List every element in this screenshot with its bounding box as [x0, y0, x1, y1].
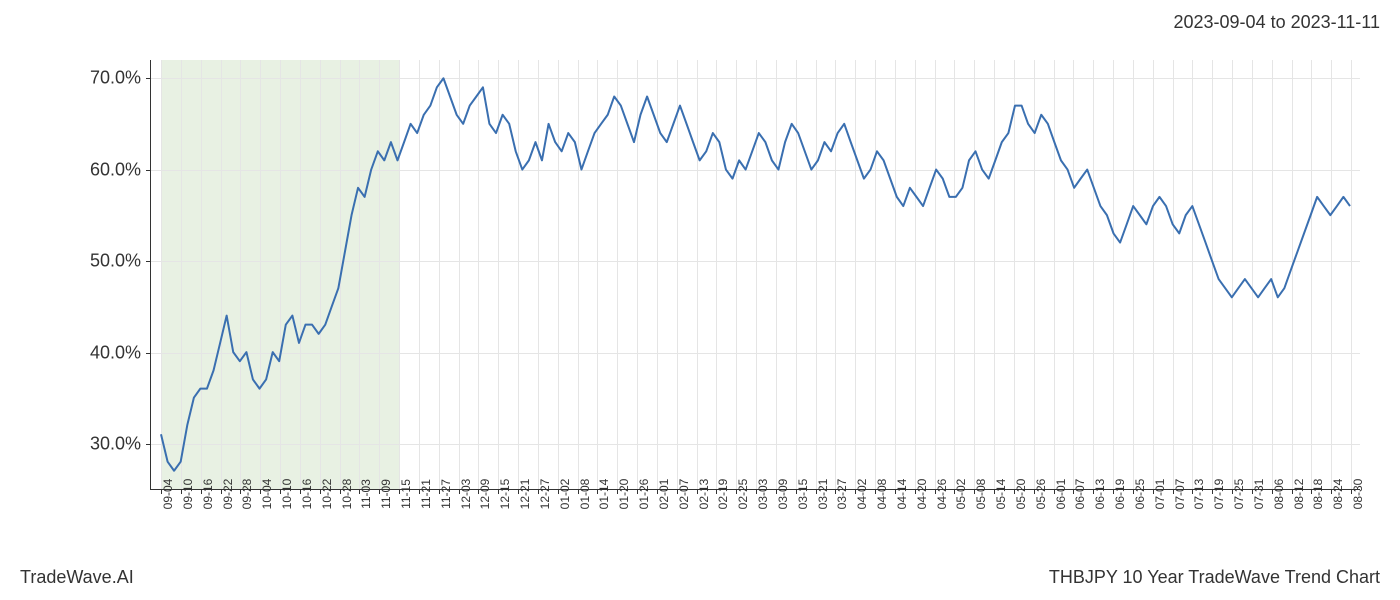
xtick-label: 02-25 — [736, 479, 750, 510]
xtick-label: 09-16 — [201, 479, 215, 510]
xtick-label: 05-08 — [974, 479, 988, 510]
ytick-mark — [146, 261, 151, 262]
xtick-label: 11-21 — [419, 479, 433, 509]
xtick-label: 07-13 — [1192, 479, 1206, 510]
ytick-mark — [146, 353, 151, 354]
ytick-mark — [146, 170, 151, 171]
xtick-label: 04-26 — [935, 479, 949, 510]
xtick-label: 01-02 — [558, 479, 572, 510]
xtick-label: 03-15 — [796, 479, 810, 510]
xtick-label: 11-09 — [379, 479, 393, 509]
xtick-label: 08-30 — [1351, 479, 1365, 510]
xtick-label: 01-26 — [637, 479, 651, 510]
xtick-label: 12-15 — [498, 479, 512, 510]
xtick-label: 04-08 — [875, 479, 889, 510]
xtick-label: 02-01 — [657, 479, 671, 510]
xtick-label: 02-07 — [677, 479, 691, 510]
line-series — [151, 60, 1360, 489]
xtick-label: 03-21 — [816, 479, 830, 510]
xtick-label: 07-07 — [1173, 479, 1187, 510]
xtick-label: 04-14 — [895, 479, 909, 510]
trend-line — [161, 78, 1350, 470]
xtick-label: 04-02 — [855, 479, 869, 510]
xtick-label: 07-31 — [1252, 479, 1266, 510]
date-range: 2023-09-04 to 2023-11-11 — [1174, 12, 1381, 33]
xtick-label: 01-14 — [597, 479, 611, 510]
xtick-label: 05-14 — [994, 479, 1008, 510]
xtick-label: 08-18 — [1311, 479, 1325, 510]
xtick-label: 06-01 — [1054, 479, 1068, 510]
xtick-label: 10-16 — [300, 479, 314, 510]
footer-title: THBJPY 10 Year TradeWave Trend Chart — [1049, 567, 1380, 588]
xtick-label: 11-27 — [439, 479, 453, 509]
xtick-label: 12-27 — [538, 479, 552, 510]
xtick-label: 12-03 — [459, 479, 473, 510]
footer-brand: TradeWave.AI — [20, 567, 134, 588]
ytick-label: 30.0% — [90, 434, 141, 455]
xtick-label: 07-19 — [1212, 479, 1226, 510]
ytick-label: 70.0% — [90, 68, 141, 89]
xtick-label: 10-28 — [340, 479, 354, 510]
xtick-label: 05-26 — [1034, 479, 1048, 510]
xtick-label: 12-09 — [478, 479, 492, 510]
xtick-label: 02-13 — [697, 479, 711, 510]
xtick-label: 06-19 — [1113, 479, 1127, 510]
xtick-label: 10-22 — [320, 479, 334, 510]
xtick-label: 03-03 — [756, 479, 770, 510]
xtick-label: 03-27 — [835, 479, 849, 510]
ytick-mark — [146, 444, 151, 445]
xtick-label: 03-09 — [776, 479, 790, 510]
xtick-label: 12-21 — [518, 479, 532, 510]
xtick-label: 09-28 — [240, 479, 254, 510]
xtick-label: 09-04 — [161, 479, 175, 510]
plot-area: 30.0%40.0%50.0%60.0%70.0% 09-0409-1009-1… — [150, 60, 1360, 490]
trend-chart: 30.0%40.0%50.0%60.0%70.0% 09-0409-1009-1… — [150, 60, 1360, 490]
xtick-label: 09-22 — [221, 479, 235, 510]
ytick-label: 50.0% — [90, 251, 141, 272]
xtick-label: 05-20 — [1014, 479, 1028, 510]
xtick-label: 04-20 — [915, 479, 929, 510]
xtick-label: 11-15 — [399, 479, 413, 509]
ytick-label: 60.0% — [90, 159, 141, 180]
xtick-label: 07-25 — [1232, 479, 1246, 510]
ytick-mark — [146, 78, 151, 79]
xtick-label: 06-25 — [1133, 479, 1147, 510]
ytick-label: 40.0% — [90, 342, 141, 363]
xtick-label: 01-08 — [578, 479, 592, 510]
xtick-label: 08-24 — [1331, 479, 1345, 510]
xtick-label: 07-01 — [1153, 479, 1167, 510]
xtick-label: 08-06 — [1272, 479, 1286, 510]
xtick-label: 10-04 — [260, 479, 274, 510]
xtick-label: 05-02 — [954, 479, 968, 510]
xtick-label: 02-19 — [716, 479, 730, 510]
xtick-label: 10-10 — [280, 479, 294, 510]
xtick-label: 08-12 — [1292, 479, 1306, 510]
xtick-label: 06-13 — [1093, 479, 1107, 510]
xtick-label: 01-20 — [617, 479, 631, 510]
xtick-label: 11-03 — [359, 479, 373, 509]
xtick-label: 06-07 — [1073, 479, 1087, 510]
xtick-label: 09-10 — [181, 479, 195, 510]
